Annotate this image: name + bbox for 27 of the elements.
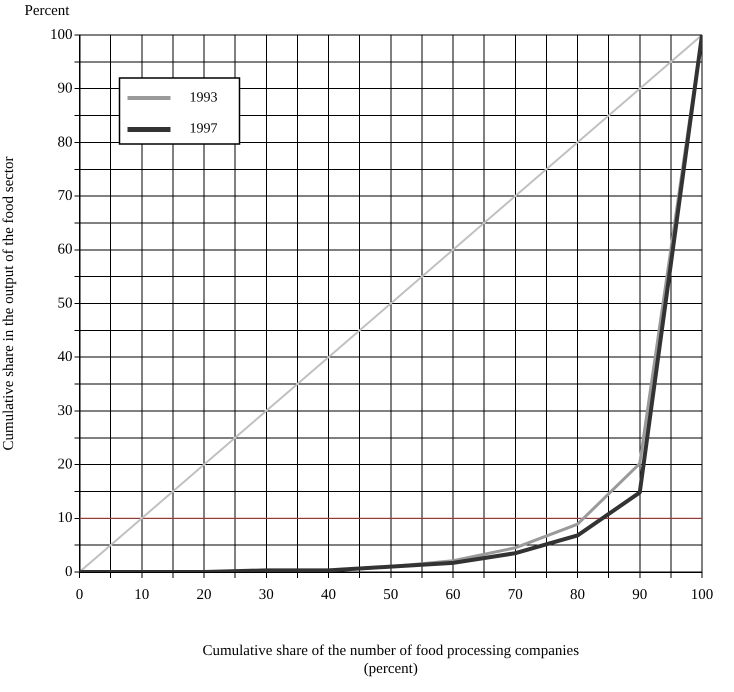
y-tick-label: 80 bbox=[58, 134, 72, 150]
y-tick-label: 40 bbox=[58, 349, 72, 366]
x-axis-title: Cumulative share of the number of food processing companies (percent) bbox=[202, 642, 580, 677]
y-tick-label: 10 bbox=[58, 510, 72, 526]
x-tick-label: 20 bbox=[196, 586, 212, 603]
y-tick-label: 60 bbox=[58, 242, 72, 258]
x-tick-label: 0 bbox=[76, 586, 84, 603]
x-tick-label: 60 bbox=[446, 586, 460, 603]
y-tick-label: 90 bbox=[58, 80, 72, 97]
x-tick-label: 10 bbox=[134, 586, 150, 603]
y-tick-label: 20 bbox=[58, 456, 72, 473]
x-tick-label: 30 bbox=[258, 586, 274, 603]
x-tick-label: 80 bbox=[570, 586, 585, 603]
x-tick-label: 50 bbox=[383, 586, 398, 603]
y-axis-title: Cumulative share in the output of the food sector bbox=[0, 156, 17, 451]
legend-label: 1993 bbox=[190, 90, 218, 106]
text: Percent bbox=[24, 3, 70, 19]
x-tick-label: 40 bbox=[321, 586, 336, 603]
y-tick-label: 70 bbox=[58, 188, 72, 204]
y-tick-label: 0 bbox=[65, 564, 72, 580]
x-tick-label: 90 bbox=[632, 586, 648, 603]
y-tick-label: 30 bbox=[58, 402, 72, 419]
y-tick-label: 50 bbox=[58, 295, 72, 312]
x-tick-label: 100 bbox=[690, 586, 714, 603]
legend-label: 1997 bbox=[190, 122, 218, 137]
y-tick-label: 100 bbox=[50, 26, 72, 43]
x-tick-label: 70 bbox=[508, 586, 523, 603]
